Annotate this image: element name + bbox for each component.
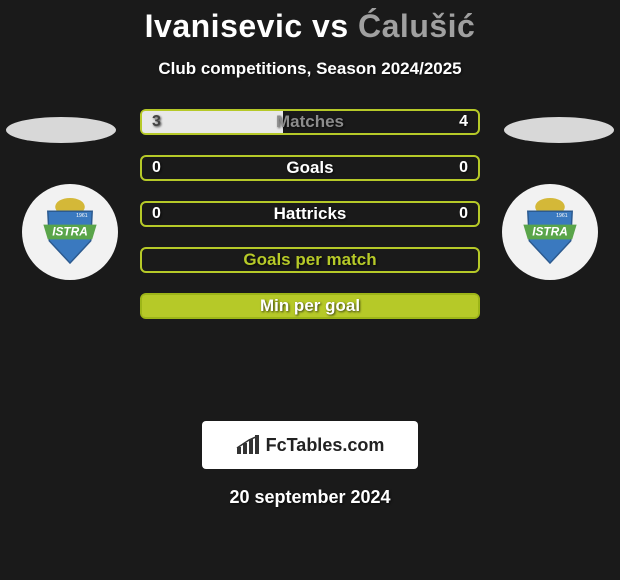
svg-text:ISTRA: ISTRA [532, 225, 568, 239]
subtitle: Club competitions, Season 2024/2025 [0, 59, 620, 79]
stat-value-right: 0 [459, 205, 468, 223]
crest-year: 1961 [76, 213, 88, 219]
club-logo-left: ISTRA 1961 [22, 184, 118, 280]
stat-bar: Goals per match [140, 247, 480, 273]
player2-name: Ćalušić [358, 8, 475, 44]
stat-label: Goals per match [243, 250, 376, 270]
stat-value-left: 0 [152, 159, 161, 177]
player1-name: Ivanisevic [145, 8, 303, 44]
club-logo-right: ISTRA 1961 [502, 184, 598, 280]
brand-text: FcTables.com [266, 435, 385, 456]
svg-text:1961: 1961 [556, 213, 568, 219]
stat-label: Goals [286, 158, 333, 178]
comparison-title: Ivanisevic vs Ćalušić [0, 0, 620, 45]
stat-label: Min per goal [260, 296, 360, 316]
vs-text: vs [312, 8, 349, 44]
stat-value-right: 4 [459, 113, 468, 131]
shadow-ellipse-right [504, 117, 614, 143]
crest-text: ISTRA [52, 225, 88, 239]
stat-bars: Matches 3 4 Goals 0 0 Hattricks 0 0 Goals per mat… [140, 109, 480, 339]
brand-badge: FcTables.com [202, 421, 418, 469]
stat-value-right: 0 [459, 159, 468, 177]
stat-bar-fill [142, 111, 283, 133]
stat-bar: Hattricks 0 0 [140, 201, 480, 227]
shadow-ellipse-left [6, 117, 116, 143]
comparison-stage: ISTRA 1961 ISTRA 1961 Matches34Goals00Ha… [0, 109, 620, 409]
stat-bar: Min per goal [140, 293, 480, 319]
date-text: 20 september 2024 [0, 487, 620, 508]
stat-bar: Matches 3 4 [140, 109, 480, 135]
stat-bar: Goals 0 0 [140, 155, 480, 181]
crest-icon: ISTRA 1961 [513, 195, 587, 269]
crest-icon: ISTRA 1961 [33, 195, 107, 269]
stat-value-left: 0 [152, 205, 161, 223]
chart-icon [236, 435, 260, 455]
stat-label: Matches [276, 112, 344, 132]
stat-label: Hattricks [274, 204, 347, 224]
stat-value-left: 3 [152, 113, 161, 131]
